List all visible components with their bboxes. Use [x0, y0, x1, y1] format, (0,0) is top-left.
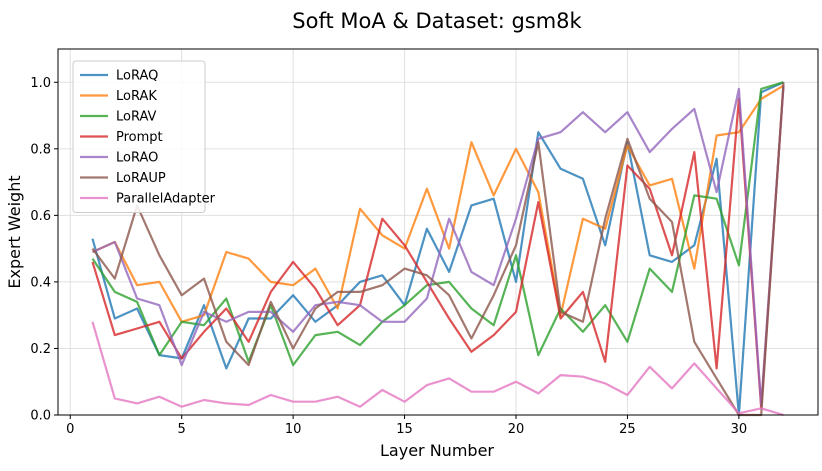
series-line-lorav	[91, 81, 784, 367]
legend-label: Prompt	[116, 130, 163, 145]
chart-title: Soft MoA & Dataset: gsm8k	[292, 9, 582, 33]
legend-label: LoRAK	[116, 89, 157, 104]
series-line-loraq	[91, 81, 784, 417]
legend-label: LoRAV	[116, 110, 157, 125]
x-tick-label: 30	[731, 422, 748, 437]
x-tick-label: 20	[508, 422, 525, 437]
x-axis-label: Layer Number	[380, 441, 494, 460]
y-tick-label: 0.8	[30, 142, 51, 157]
plot-frame	[57, 48, 819, 416]
series-line-prompt	[91, 85, 785, 410]
y-tick-label: 0.6	[30, 209, 51, 224]
series-lines	[91, 81, 785, 417]
y-tick-label: 1.0	[30, 76, 51, 91]
legend-label: LoRAUP	[116, 171, 166, 186]
legend-label: ParallelAdapter	[116, 192, 216, 207]
series-line-lorak	[92, 84, 785, 323]
x-tick-label: 15	[396, 422, 413, 437]
series-line-paralleladapter	[91, 321, 784, 417]
legend-label: LoRAQ	[116, 69, 158, 84]
y-tick-label: 0.4	[30, 275, 51, 290]
y-axis-label: Expert Weight	[5, 175, 24, 288]
y-tick-label: 0.2	[30, 342, 51, 357]
legend-box	[72, 60, 206, 213]
x-tick-label: 10	[285, 422, 302, 437]
series-line-lorao	[92, 85, 785, 407]
x-tick-label: 25	[619, 422, 636, 437]
axis-ticks: 0 5 10 15 20 25 30 0.0 0.2 0.4 0.6 0.8 1.0	[30, 76, 747, 437]
series-line-loraup	[91, 82, 785, 417]
x-tick-label: 5	[178, 422, 186, 437]
x-tick-label: 0	[66, 422, 74, 437]
legend-label: LoRAO	[116, 151, 158, 166]
legend: LoRAQ LoRAK LoRAV Prompt LoRAO LoRAUP Parallel…	[72, 60, 216, 213]
y-tick-label: 0.0	[30, 409, 51, 424]
